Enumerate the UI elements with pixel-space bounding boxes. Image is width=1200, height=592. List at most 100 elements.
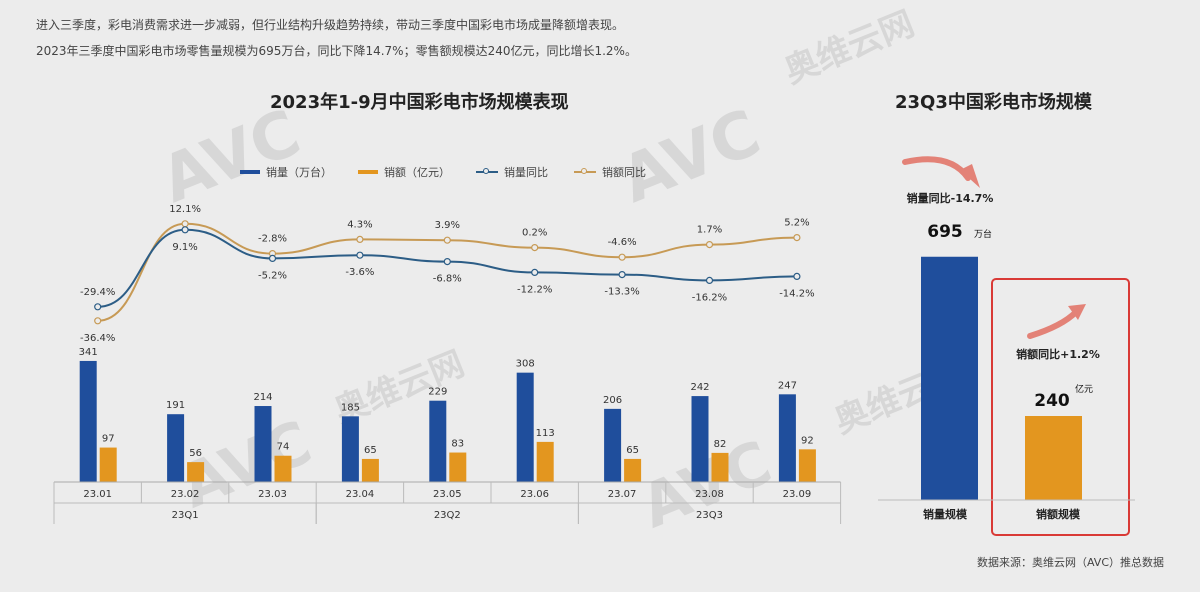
highlight-box — [991, 278, 1130, 536]
bar-value — [536, 441, 554, 482]
x-tick-label: 23.03 — [258, 489, 287, 500]
value-yoy-label: 5.2% — [784, 218, 809, 229]
volume-yoy-point — [356, 251, 364, 259]
bar-value-label: 56 — [189, 448, 202, 459]
value-yoy-label: -36.4% — [80, 333, 115, 344]
q3-bar-value — [1025, 416, 1082, 500]
q3-category-label: 销量规模 — [923, 507, 968, 521]
trend-arrowhead — [1068, 304, 1086, 320]
legend-value-yoy-label: 销额同比 — [602, 166, 646, 179]
volume-yoy-label: -6.8% — [433, 274, 462, 285]
legend-volume-yoy-swatch — [476, 168, 498, 174]
q3-chart-title: 23Q3中国彩电市场规模 — [895, 92, 1092, 113]
volume-yoy-point — [181, 226, 189, 234]
intro-text: 进入三季度，彩电消费需求进一步减弱，但行业结构升级趋势持续，带动三季度中国彩电市… — [36, 12, 637, 64]
volume-yoy-point — [705, 276, 714, 284]
bar-value-label: 97 — [102, 434, 115, 445]
bar-volume-label: 191 — [166, 400, 185, 411]
value-yoy-label: -4.6% — [608, 237, 637, 248]
volume-yoy-label: -29.4% — [80, 287, 115, 298]
x-tick-label: 23.01 — [83, 489, 112, 500]
bar-value-label: 65 — [626, 445, 639, 456]
bar-value-label: 113 — [536, 428, 555, 439]
legend-value-swatch — [358, 170, 378, 174]
legend-value-yoy-swatch — [574, 168, 596, 174]
bar-volume — [254, 406, 272, 482]
intro-line-2: 2023年三季度中国彩电市场零售量规模为695万台，同比下降14.7%；零售额规… — [36, 44, 637, 58]
group-label: 23Q1 — [172, 510, 199, 521]
bar-volume — [604, 408, 622, 482]
volume-yoy-label: -3.6% — [345, 267, 374, 278]
volume-yoy-label: -12.2% — [517, 284, 552, 295]
volume-yoy-point — [443, 258, 451, 266]
chart-legend: 销量（万台） 销额（亿元） 销量同比 销额同比 — [240, 164, 646, 180]
q3-category-label: 销额规模 — [1036, 507, 1081, 521]
value-yoy-point — [618, 253, 626, 261]
q3-bar-volume — [921, 256, 978, 500]
bar-value — [798, 449, 816, 482]
bar-volume-label: 341 — [79, 347, 98, 358]
legend-value-label: 销额（亿元） — [384, 166, 450, 179]
bar-volume — [691, 396, 709, 482]
value-yoy-point — [443, 236, 451, 244]
volume-yoy-point — [793, 272, 801, 280]
bar-volume-label: 247 — [778, 380, 797, 391]
volume-yoy-point — [618, 271, 626, 279]
bar-value — [711, 452, 729, 482]
q3-bar-value-label: 240 — [1034, 391, 1070, 411]
value-yoy-label: 0.2% — [522, 228, 547, 239]
volume-annotation: 销量同比-14.7% — [907, 191, 994, 205]
value-yoy-label: 1.7% — [697, 225, 722, 236]
bar-volume-label: 214 — [253, 392, 272, 403]
bar-value-label: 74 — [277, 442, 290, 453]
trend-arrow — [902, 156, 971, 181]
intro-line-1: 进入三季度，彩电消费需求进一步减弱，但行业结构升级趋势持续，带动三季度中国彩电市… — [36, 18, 625, 32]
value-yoy-label: -2.8% — [258, 234, 287, 245]
legend-value-yoy: 销额同比 — [574, 164, 646, 180]
bar-volume-label: 185 — [341, 402, 360, 413]
bar-volume-label: 229 — [428, 387, 447, 398]
volume-yoy-point — [531, 268, 539, 276]
group-label: 23Q3 — [696, 510, 723, 521]
legend-volume-swatch — [240, 170, 260, 174]
trend-arrow — [1027, 309, 1079, 339]
legend-volume-yoy-label: 销量同比 — [504, 166, 548, 179]
x-tick-label: 23.05 — [433, 489, 462, 500]
q3-bar-volume-label: 695 — [927, 222, 963, 242]
chart-title: 2023年1-9月中国彩电市场规模表现 — [270, 92, 569, 113]
value-yoy-point — [94, 317, 102, 325]
legend-volume-yoy: 销量同比 — [476, 164, 548, 180]
value-yoy-point — [181, 220, 189, 228]
x-tick-label: 23.02 — [171, 489, 200, 500]
x-tick-label: 23.08 — [695, 489, 724, 500]
volume-yoy-label: -14.2% — [779, 288, 814, 299]
x-tick-label: 23.04 — [346, 489, 375, 500]
bar-value-label: 92 — [801, 435, 814, 446]
value-yoy-point — [531, 244, 539, 252]
value-yoy-label: 3.9% — [435, 220, 460, 231]
volume-yoy-point — [94, 303, 102, 311]
bar-volume — [79, 360, 97, 482]
bar-value-label: 65 — [364, 445, 377, 456]
bar-volume-label: 308 — [516, 359, 535, 370]
group-label: 23Q2 — [434, 510, 461, 521]
volume-yoy-point — [268, 254, 277, 262]
value-yoy-label: 4.3% — [347, 219, 372, 230]
bar-volume — [778, 394, 796, 482]
bar-value — [361, 458, 379, 482]
bar-volume — [167, 414, 185, 482]
trend-arrowhead — [960, 164, 980, 188]
value-yoy-point — [705, 241, 714, 249]
x-tick-label: 23.07 — [608, 489, 637, 500]
bar-value-label: 83 — [451, 439, 464, 450]
value-yoy-point — [356, 235, 364, 243]
data-source: 数据来源：奥维云网（AVC）推总数据 — [976, 556, 1164, 569]
volume-yoy-label: -16.2% — [692, 292, 727, 303]
bar-value — [187, 462, 205, 482]
q3-bar-value-unit: 亿元 — [1075, 383, 1093, 395]
volume-yoy-line — [97, 228, 797, 308]
bar-value — [449, 452, 467, 482]
bar-volume-label: 206 — [603, 395, 622, 406]
q3-bar-volume-unit: 万台 — [974, 228, 992, 240]
